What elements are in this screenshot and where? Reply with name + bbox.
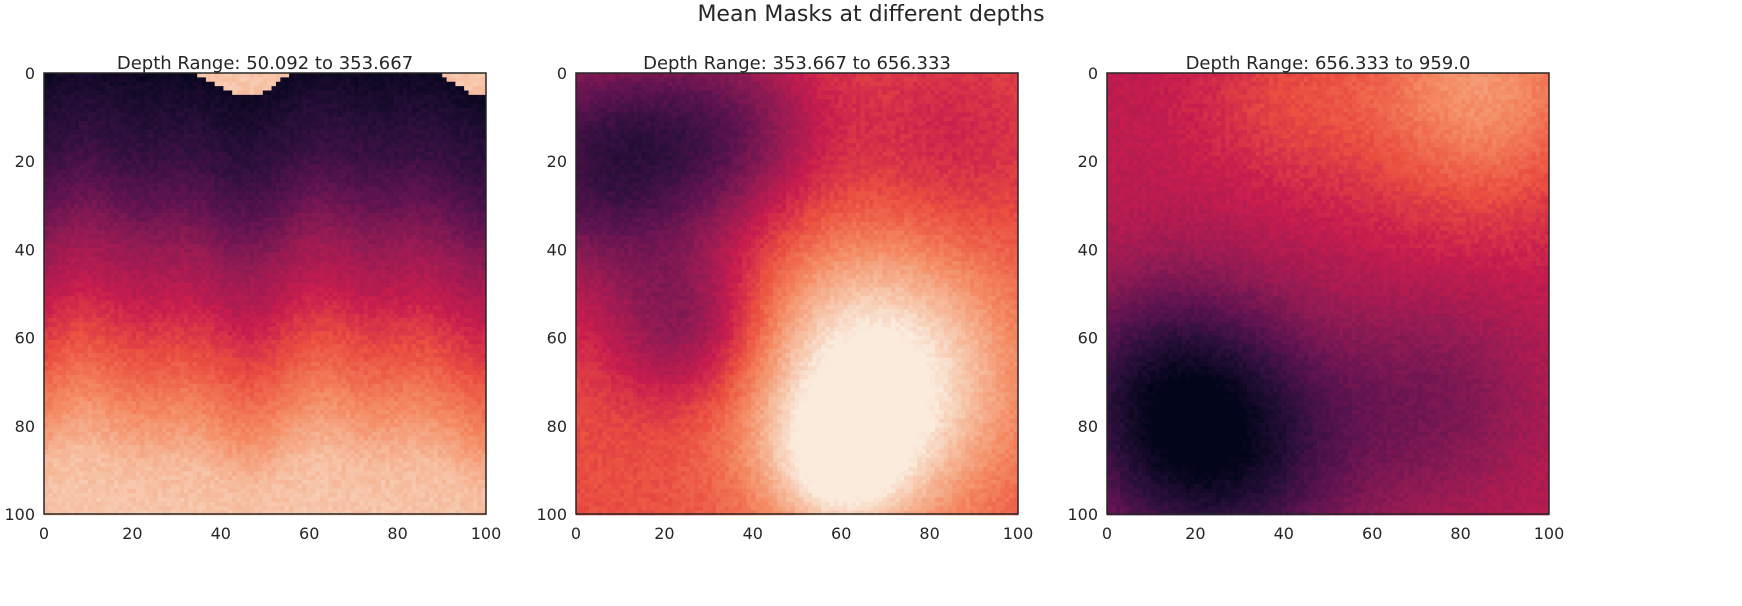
- y-tick-label: 40: [15, 240, 35, 259]
- x-tick-label: 20: [122, 524, 142, 543]
- x-tick-label: 60: [831, 524, 851, 543]
- x-tick-label: 0: [1102, 524, 1112, 543]
- y-tick-label: 0: [25, 64, 35, 83]
- heatmap-cells: [44, 73, 486, 515]
- x-tick-label: 100: [1003, 524, 1034, 543]
- x-tick-label: 40: [1274, 524, 1294, 543]
- y-tick-label: 80: [15, 417, 35, 436]
- y-tick-label: 60: [15, 329, 35, 348]
- x-tick-label: 20: [1185, 524, 1205, 543]
- x-tick-label: 60: [1362, 524, 1382, 543]
- y-tick-label: 20: [15, 152, 35, 171]
- x-tick-label: 80: [1450, 524, 1470, 543]
- x-tick-label: 80: [919, 524, 939, 543]
- y-tick-label: 0: [1088, 64, 1098, 83]
- y-tick-label: 100: [1067, 505, 1098, 524]
- y-tick-label: 100: [4, 505, 35, 524]
- y-tick-label: 0: [557, 64, 567, 83]
- x-tick-label: 100: [471, 524, 502, 543]
- x-tick-label: 20: [654, 524, 674, 543]
- y-tick-label: 100: [536, 505, 567, 524]
- y-tick-label: 20: [547, 152, 567, 171]
- y-tick-label: 60: [547, 329, 567, 348]
- y-tick-label: 40: [1078, 240, 1098, 259]
- y-tick-label: 20: [1078, 152, 1098, 171]
- heatmap-cells: [1107, 73, 1549, 515]
- x-tick-label: 40: [743, 524, 763, 543]
- y-tick-label: 60: [1078, 329, 1098, 348]
- y-tick-label: 40: [547, 240, 567, 259]
- x-tick-label: 0: [39, 524, 49, 543]
- y-tick-label: 80: [547, 417, 567, 436]
- x-tick-label: 60: [299, 524, 319, 543]
- y-tick-label: 80: [1078, 417, 1098, 436]
- x-tick-label: 0: [571, 524, 581, 543]
- heatmap-cells: [576, 73, 1018, 515]
- x-tick-label: 40: [211, 524, 231, 543]
- x-tick-label: 100: [1534, 524, 1565, 543]
- x-tick-label: 80: [387, 524, 407, 543]
